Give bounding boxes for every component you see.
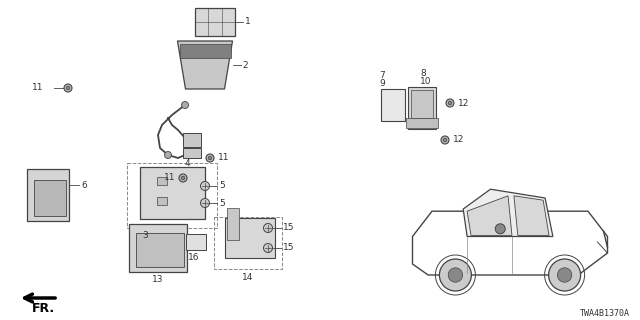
- Circle shape: [557, 268, 572, 282]
- Bar: [127, 163, 217, 228]
- Bar: [214, 217, 282, 269]
- Circle shape: [200, 181, 209, 190]
- Bar: [186, 234, 206, 250]
- Circle shape: [495, 224, 505, 234]
- Circle shape: [448, 101, 452, 105]
- Circle shape: [208, 156, 212, 160]
- Text: 14: 14: [243, 273, 253, 282]
- Text: 16: 16: [188, 253, 200, 262]
- Bar: [225, 218, 275, 258]
- Circle shape: [441, 136, 449, 144]
- Polygon shape: [514, 196, 549, 236]
- Circle shape: [264, 244, 273, 252]
- Bar: [157, 197, 167, 205]
- Text: 11: 11: [218, 154, 230, 163]
- Text: 12: 12: [458, 99, 469, 108]
- Text: 5: 5: [219, 181, 225, 190]
- Bar: [408, 87, 436, 129]
- Text: 13: 13: [152, 276, 164, 284]
- Bar: [183, 148, 201, 158]
- Text: 11: 11: [163, 173, 175, 182]
- Polygon shape: [413, 211, 607, 275]
- Circle shape: [200, 198, 209, 207]
- Text: 11: 11: [31, 84, 43, 92]
- Text: 3: 3: [142, 231, 148, 240]
- Text: 4: 4: [185, 158, 191, 167]
- Text: 15: 15: [283, 244, 294, 252]
- Circle shape: [182, 101, 189, 108]
- Polygon shape: [177, 41, 232, 89]
- Circle shape: [440, 259, 472, 291]
- Text: 2: 2: [243, 60, 248, 69]
- Circle shape: [264, 223, 273, 233]
- Bar: [183, 133, 201, 147]
- Bar: [411, 90, 433, 118]
- Bar: [129, 224, 187, 272]
- Circle shape: [443, 138, 447, 142]
- Bar: [140, 167, 205, 219]
- Text: 7: 7: [379, 70, 385, 79]
- Bar: [227, 208, 239, 240]
- Circle shape: [181, 176, 185, 180]
- Text: 12: 12: [453, 135, 465, 145]
- Text: 15: 15: [283, 223, 294, 233]
- Bar: [406, 118, 438, 128]
- Circle shape: [448, 268, 463, 282]
- Text: 10: 10: [420, 76, 431, 85]
- Text: 8: 8: [420, 68, 426, 77]
- Bar: [34, 180, 66, 216]
- Bar: [157, 177, 167, 185]
- Text: 6: 6: [81, 180, 87, 189]
- Bar: [136, 233, 184, 267]
- Circle shape: [446, 99, 454, 107]
- Bar: [27, 169, 69, 221]
- Bar: [179, 44, 230, 58]
- Circle shape: [164, 151, 172, 158]
- Polygon shape: [467, 196, 512, 236]
- Bar: [381, 89, 405, 121]
- Circle shape: [548, 259, 580, 291]
- Text: 9: 9: [379, 78, 385, 87]
- Text: FR.: FR.: [32, 301, 55, 315]
- Text: 1: 1: [245, 18, 251, 27]
- Polygon shape: [463, 189, 553, 236]
- Circle shape: [66, 86, 70, 90]
- Circle shape: [179, 174, 187, 182]
- Circle shape: [206, 154, 214, 162]
- Circle shape: [64, 84, 72, 92]
- Bar: [195, 8, 235, 36]
- Text: 5: 5: [219, 198, 225, 207]
- Text: TWA4B1370A: TWA4B1370A: [580, 308, 630, 317]
